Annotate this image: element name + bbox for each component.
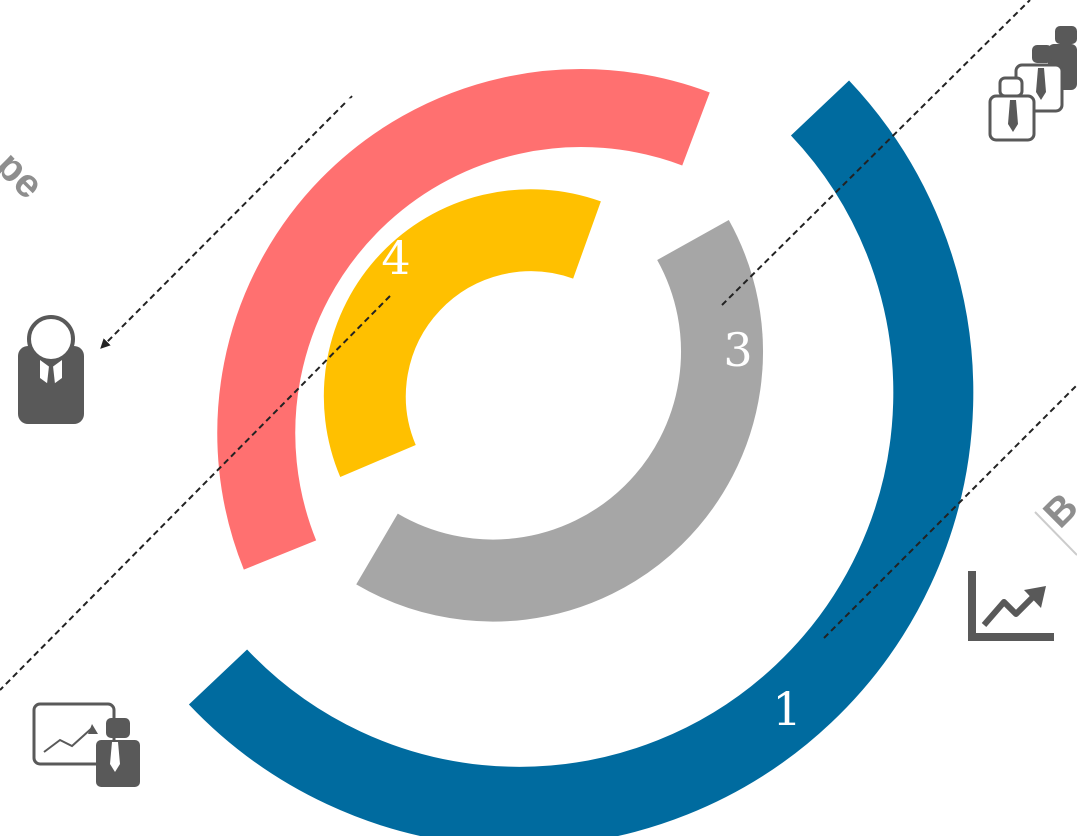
presentation-icon bbox=[32, 702, 140, 787]
segment-label-3: 3 bbox=[723, 323, 752, 377]
businessman-icon bbox=[18, 315, 84, 424]
left-side-text: pe bbox=[0, 143, 52, 207]
segment-label-4: 4 bbox=[381, 231, 410, 285]
connector-line-4 bbox=[0, 295, 391, 691]
arc-segment-4 bbox=[323, 189, 601, 477]
segment-label-1: 1 bbox=[772, 682, 801, 736]
arc-segment-3 bbox=[356, 220, 763, 622]
segment-label-2: 2 bbox=[340, 59, 369, 113]
connector-line-3 bbox=[721, 0, 1031, 306]
connector-lines bbox=[0, 0, 1077, 691]
arc-segment-1 bbox=[188, 80, 974, 836]
connector-line-2 bbox=[100, 95, 353, 349]
arc-segment-2 bbox=[217, 69, 710, 570]
right-side-text: B bbox=[1035, 485, 1077, 537]
team-icon bbox=[988, 26, 1077, 142]
growth-chart-icon bbox=[968, 571, 1054, 641]
right-divider-line bbox=[1034, 511, 1077, 556]
